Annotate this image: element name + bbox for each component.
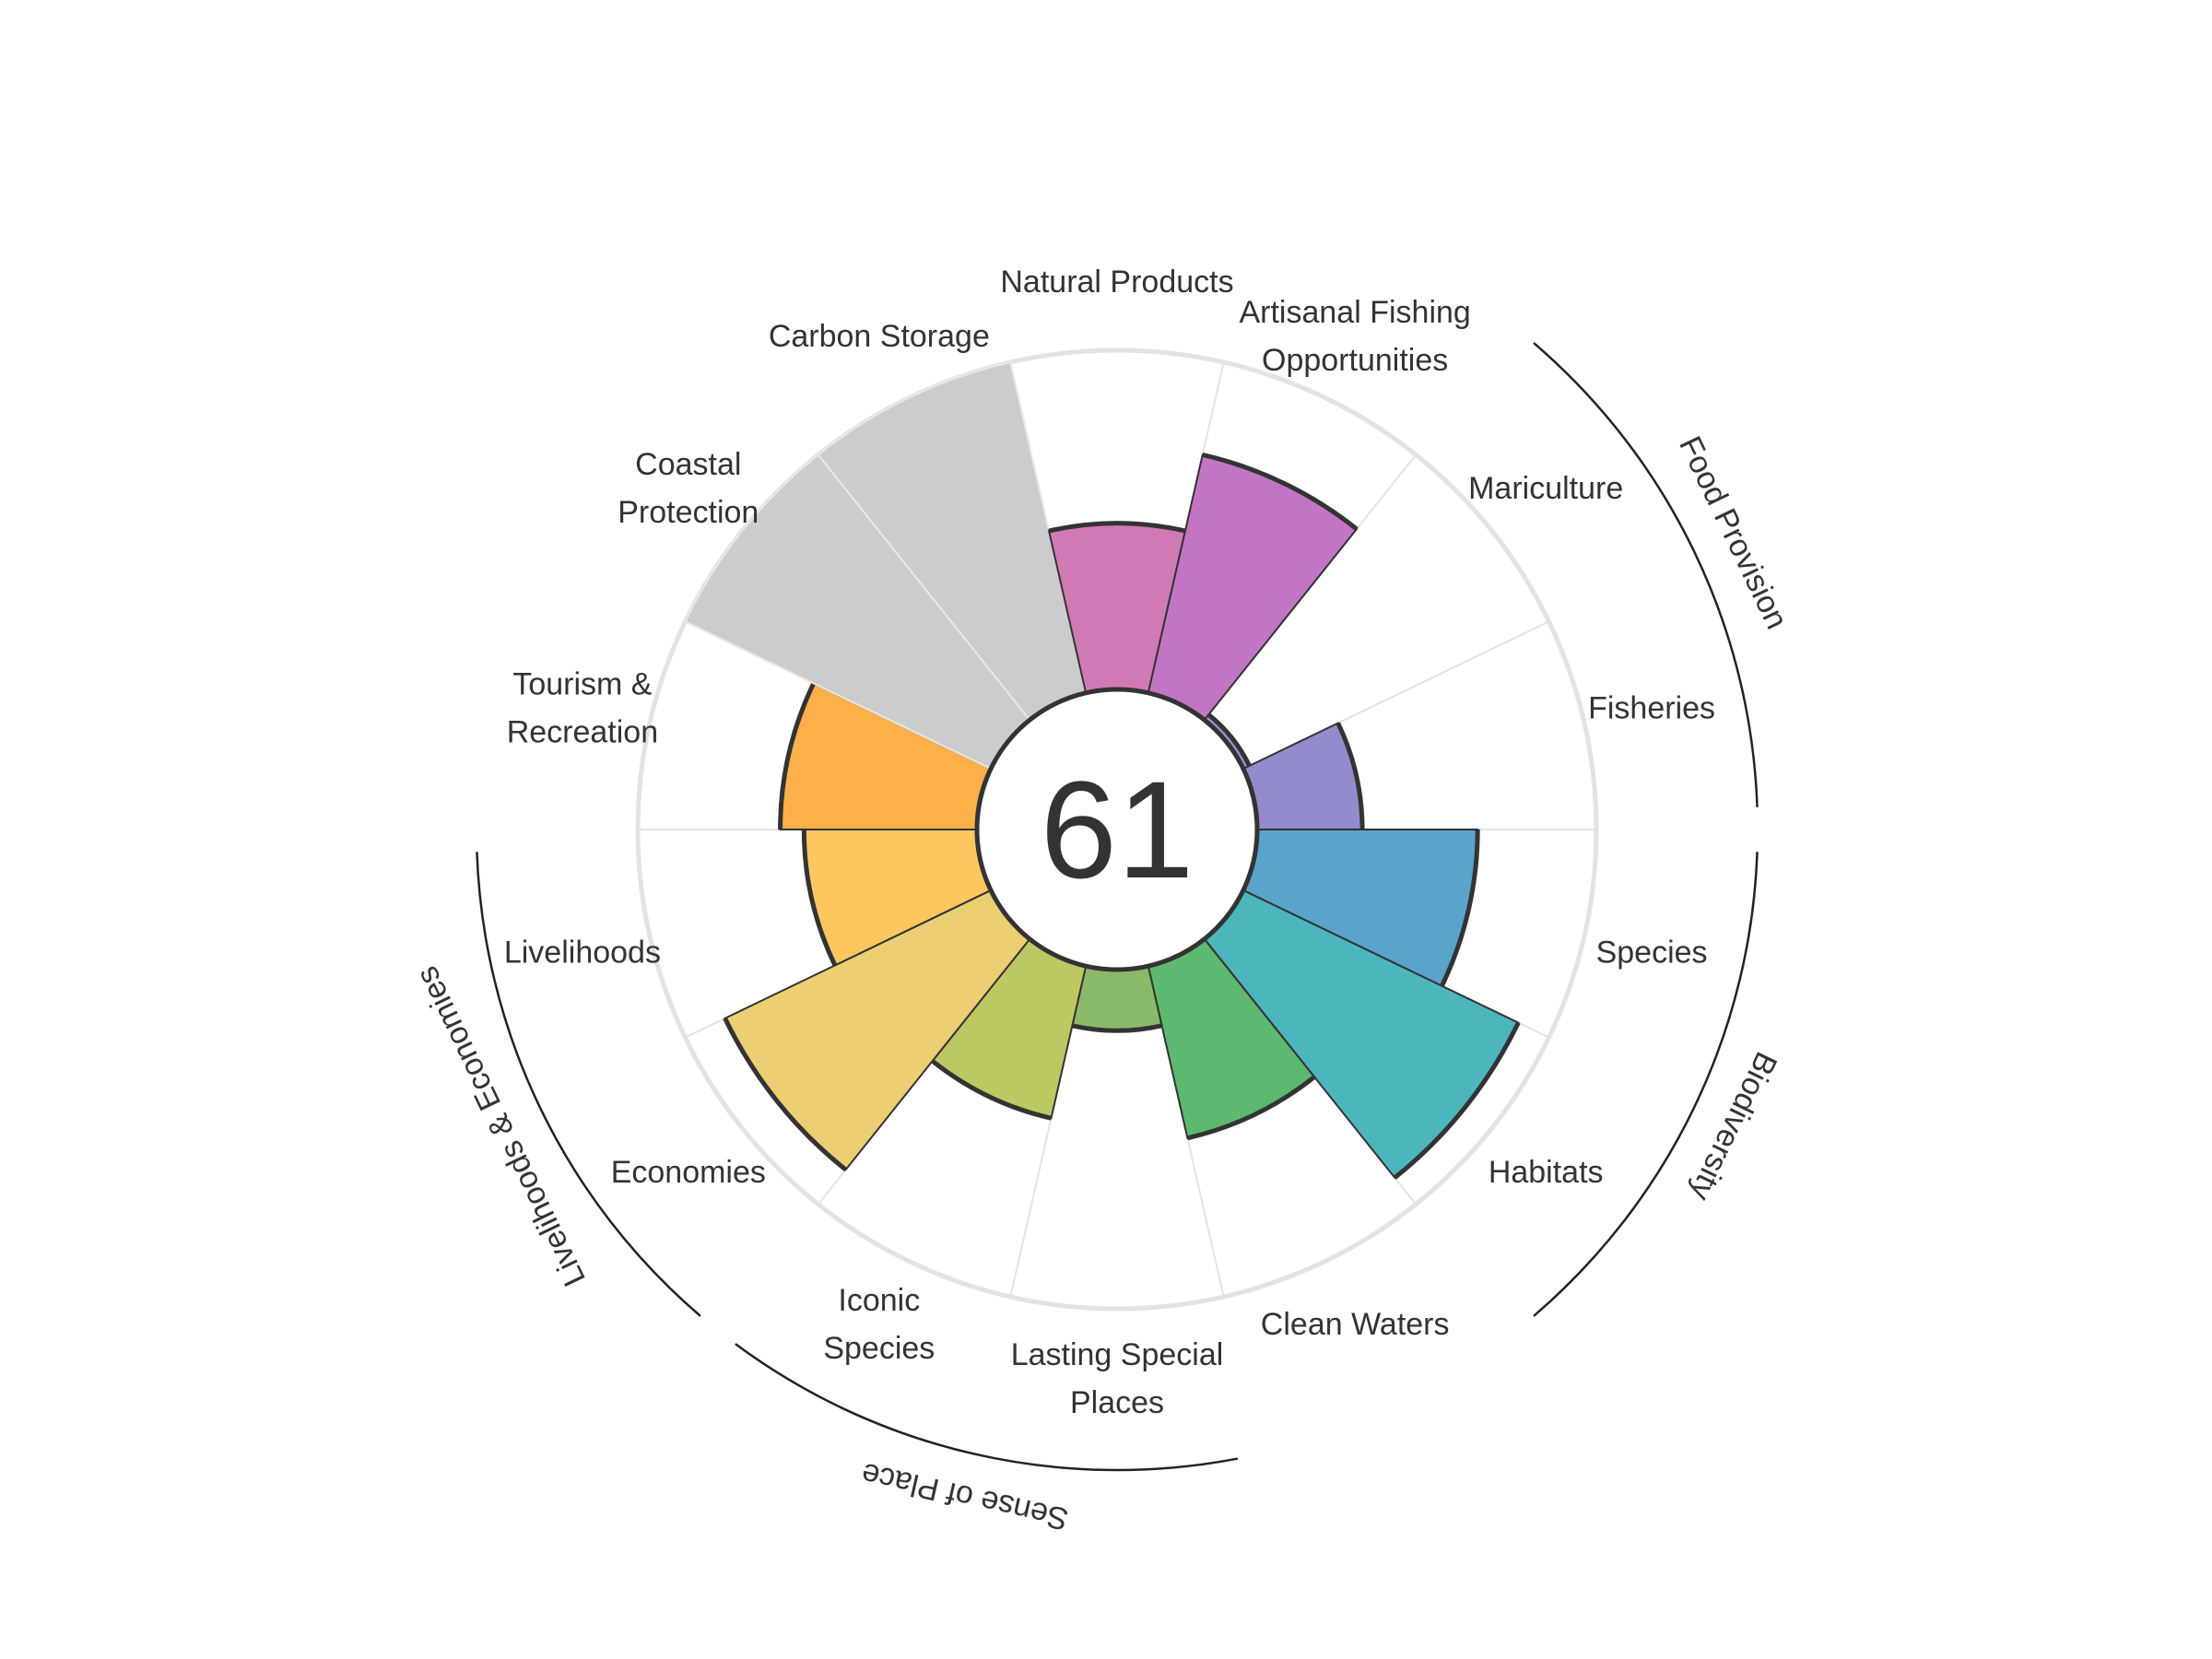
label-habitats: Habitats [1488, 1155, 1604, 1190]
label-carbon-storage: Carbon Storage [769, 319, 990, 354]
petal-edge-tourism-and-recreation [778, 682, 817, 830]
group-label-livelihoods-and-economies: Livelihoods & Economies [409, 961, 593, 1292]
petal-edge-fisheries [1335, 722, 1365, 830]
label-fisheries: Fisheries [1588, 691, 1715, 726]
group-label-food-provision: Food Provision [1672, 431, 1794, 635]
petal-edge-clean-waters [1186, 1075, 1316, 1141]
petal-edge-livelihoods [801, 829, 838, 967]
petal-edge-lasting-special-places [1071, 1023, 1163, 1033]
petal-edge-natural-products [1048, 521, 1186, 534]
label-species: Species [1596, 935, 1708, 970]
petal-edge-iconic-species [931, 1059, 1053, 1121]
petal-edge-mariculture [1206, 712, 1252, 767]
petal-edge-habitats [1393, 1021, 1521, 1180]
label-tourism-and-recreation: Tourism & Recreation [507, 667, 658, 750]
petal-lasting-special-places [1071, 964, 1163, 1032]
petal-edge-artisanal-fishing-opportunities [1202, 453, 1359, 531]
label-coastal-protection: Coastal Protection [618, 447, 759, 530]
label-economies: Economies [611, 1155, 766, 1190]
group-label-sense-of-place: Sense of Place [858, 1455, 1071, 1536]
center-circle [974, 687, 1260, 972]
group-arc-biodiversity [1533, 852, 1759, 1317]
label-layer: Species Habitats Clean Waters Lasting Speci… [504, 265, 1715, 1420]
center-score: 61 [1041, 752, 1194, 907]
petal-edge-economies [723, 1017, 848, 1172]
label-iconic-species: Iconic Species [823, 1283, 935, 1366]
group-arc-livelihoods-and-economies [476, 852, 701, 1317]
label-clean-waters: Clean Waters [1261, 1307, 1450, 1342]
group-arc-food-provision [1533, 342, 1759, 807]
label-artisanal-fishing-opportunities: Artisanal Fishing Opportunities [1239, 295, 1470, 378]
petal-layer [684, 360, 1521, 1180]
label-livelihoods: Livelihoods [504, 935, 661, 970]
label-mariculture: Mariculture [1468, 471, 1623, 506]
label-lasting-special-places: Lasting Special Places [1011, 1337, 1224, 1420]
group-arc-sense-of-place [735, 1343, 1239, 1472]
petal-edge-species [1440, 829, 1480, 987]
petal-artisanal-fishing-opportunities [1147, 453, 1359, 722]
group-label-biodiversity: Biodiversity [1683, 1046, 1784, 1206]
label-natural-products: Natural Products [1000, 265, 1233, 300]
